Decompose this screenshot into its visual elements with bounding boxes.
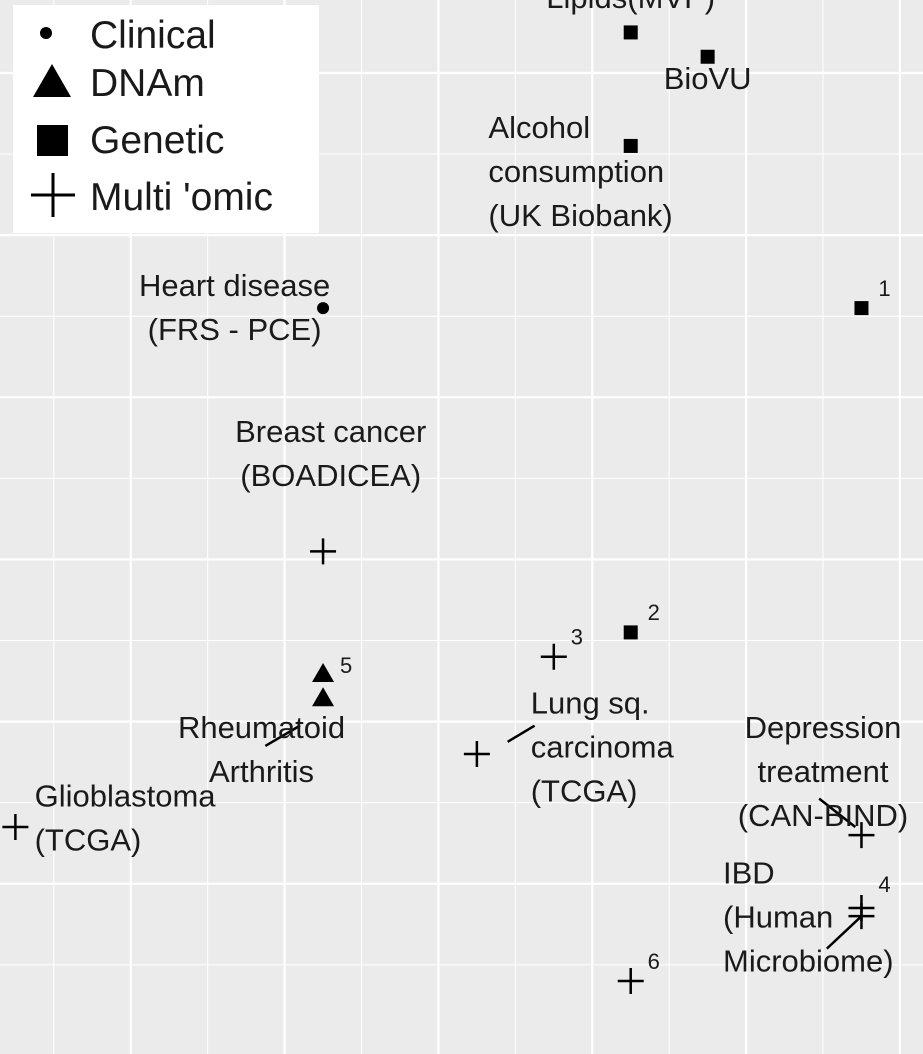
legend-label-multi-omic: Multi 'omic <box>90 176 273 219</box>
plus-point <box>310 538 337 565</box>
label-connector-line <box>264 724 301 747</box>
point-label-line: Glioblastoma <box>35 779 217 814</box>
point-label: Lipids(MVP) <box>546 0 715 15</box>
point-label: Glioblastoma (TCGA) <box>35 779 217 858</box>
point-label-line: Breast cancer <box>235 414 426 449</box>
plus-point <box>463 741 490 768</box>
point-label-line: (CAN-BIND) <box>738 798 909 833</box>
point-label: BioVU <box>664 61 752 96</box>
label-connector-line <box>825 915 863 950</box>
plus-point <box>848 903 875 930</box>
point-label: Heart disease (FRS - PCE) <box>139 268 330 347</box>
triangle-point <box>312 687 335 707</box>
legend-square-icon <box>37 125 68 156</box>
point-label: Depression treatment (CAN-BIND) <box>738 710 909 833</box>
point-label-line: Heart disease <box>139 268 330 303</box>
point-label-line: carcinoma <box>531 729 675 764</box>
point-label-line: (TCGA) <box>35 823 142 858</box>
legend-triangle-icon <box>33 64 71 97</box>
point-label-line: Rheumatoid <box>178 710 345 745</box>
plus-point <box>540 643 567 670</box>
point-label-line: BioVU <box>664 61 752 96</box>
plus-point <box>2 813 29 840</box>
footnote-marker: 1 <box>878 276 890 301</box>
point-label-line: consumption <box>488 154 664 189</box>
point-label-line: Depression <box>745 710 902 745</box>
legend-label-dnam: DNAm <box>90 62 205 105</box>
point-label-line: (BOADICEA) <box>240 458 421 493</box>
square-point <box>623 25 638 40</box>
point-label-line: Microbiome) <box>723 944 894 979</box>
point-label: Rheumatoid Arthritis <box>178 710 345 789</box>
label-connector-line <box>507 724 536 743</box>
footnote-marker: 6 <box>648 949 660 974</box>
legend-label-genetic: Genetic <box>90 119 224 162</box>
footnote-marker: 3 <box>571 625 583 650</box>
data-points <box>2 25 875 995</box>
label-connectors <box>264 724 863 950</box>
point-label: Breast cancer (BOADICEA) <box>235 414 426 493</box>
footnote-markers: 1 2 3 4 5 6 <box>340 276 891 974</box>
point-labels: Lipids(MVP) BioVU Alcohol consumption (UK Bi… <box>35 0 909 979</box>
footnote-marker: 5 <box>340 653 352 678</box>
label-connector-line <box>818 797 857 828</box>
square-point <box>623 138 638 153</box>
plus-point <box>848 822 875 849</box>
point-label-line: Lipids(MVP) <box>546 0 715 15</box>
plus-point <box>617 968 644 995</box>
legend: Clinical DNAm Genetic Multi 'omic <box>13 5 319 233</box>
square-point <box>854 301 869 316</box>
point-label-line: treatment <box>758 754 889 789</box>
circle-point <box>317 302 330 315</box>
footnote-marker: 4 <box>878 872 890 897</box>
point-label-line: Alcohol <box>488 110 590 145</box>
point-label-line: (TCGA) <box>531 773 638 808</box>
square-point <box>700 49 715 64</box>
point-label: Lung sq. carcinoma (TCGA) <box>531 685 675 808</box>
footnote-marker: 2 <box>648 600 660 625</box>
point-label-line: Arthritis <box>209 754 314 789</box>
legend-label-clinical: Clinical <box>90 14 216 57</box>
point-label-line: (Human <box>723 900 833 935</box>
point-label: Alcohol consumption (UK Biobank) <box>488 110 672 233</box>
point-label-line: (FRS - PCE) <box>148 312 322 347</box>
point-label: IBD (Human Microbiome) <box>723 856 894 979</box>
point-label-line: (UK Biobank) <box>488 198 672 233</box>
triangle-point <box>312 662 335 682</box>
point-label-line: IBD <box>723 856 775 891</box>
point-label-line: Lung sq. <box>531 685 650 720</box>
legend-circle-icon <box>40 27 52 39</box>
square-point <box>623 625 638 640</box>
legend-plus-icon <box>31 173 75 217</box>
